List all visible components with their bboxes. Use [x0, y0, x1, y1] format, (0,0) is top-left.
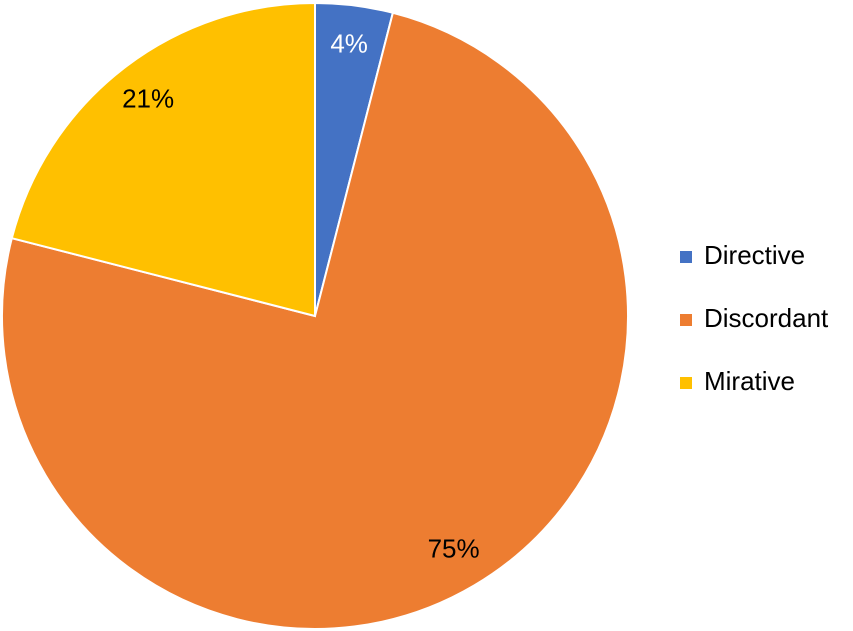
legend-swatch [680, 314, 692, 326]
data-label: 21% [122, 84, 174, 114]
legend-label: Mirative [704, 366, 795, 396]
legend-label: Discordant [704, 303, 829, 333]
pie-slice [1, 11, 629, 630]
legend-swatch [680, 251, 692, 263]
legend-label: Directive [704, 240, 805, 270]
data-label: 4% [330, 29, 368, 59]
legend-swatch [680, 377, 692, 389]
pie-slice [10, 1, 316, 318]
data-label: 75% [428, 533, 480, 563]
